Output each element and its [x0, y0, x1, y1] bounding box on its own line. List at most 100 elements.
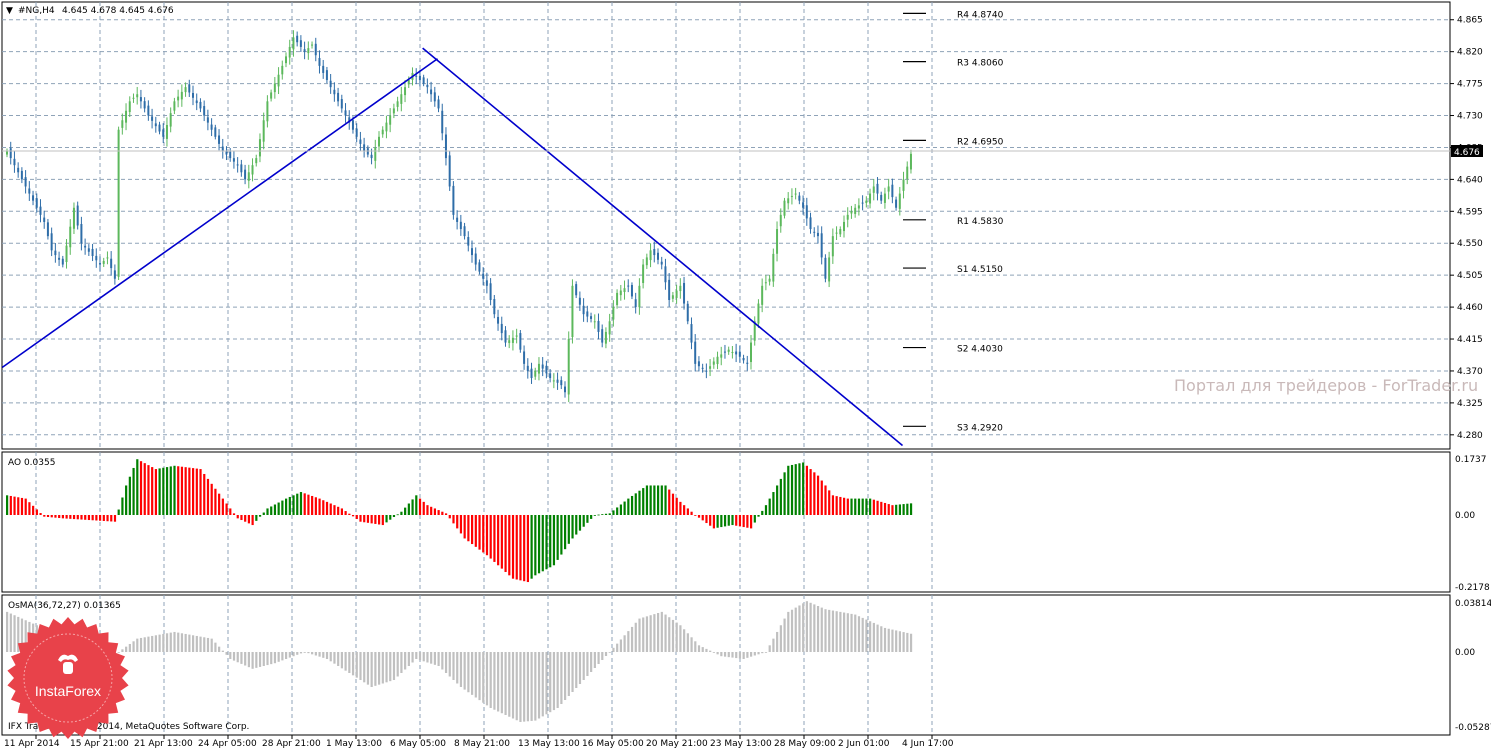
candle [91, 243, 94, 262]
ao-bar [616, 507, 619, 515]
ao-bar [746, 515, 749, 528]
osma-bar [705, 648, 708, 652]
osma-bar [738, 652, 742, 659]
ao-bar [136, 459, 139, 515]
osma-bar [169, 632, 172, 652]
candle [720, 346, 723, 366]
time-tick-label: 6 May 05:00 [390, 739, 446, 749]
price-tick-label: 4.280 [1457, 431, 1483, 441]
time-tick-label: 28 Apr 21:00 [262, 739, 321, 749]
ao-bar [887, 504, 890, 515]
candle [813, 227, 816, 238]
osma-bar [389, 652, 392, 682]
candle [20, 167, 23, 184]
ao-bar [325, 501, 329, 515]
ao-bar [296, 493, 299, 515]
osma-bar [474, 652, 477, 698]
osma-bar [790, 609, 794, 652]
osma-bar [519, 652, 522, 722]
ao-bar [768, 498, 771, 515]
ao-bar [139, 461, 143, 515]
ao-bar [523, 515, 526, 582]
candle [214, 124, 217, 140]
ao-bar [500, 515, 503, 569]
ao-bar [649, 485, 652, 515]
ao-bar [485, 515, 489, 556]
osma-bar [314, 652, 317, 656]
osma-bar [582, 652, 585, 680]
ao-bar [456, 515, 459, 529]
ao-bar [839, 496, 842, 515]
candle [180, 84, 183, 107]
candle [541, 357, 544, 377]
osma-bar [686, 633, 689, 652]
ao-bar [675, 497, 678, 515]
osma-bar [586, 652, 589, 676]
price-tick-label: 4.730 [1457, 112, 1483, 122]
osma-bar [783, 618, 786, 652]
candle [564, 381, 566, 398]
candle [72, 202, 75, 235]
ao-bar [828, 490, 831, 515]
candle [839, 226, 842, 238]
ao-bar [154, 469, 157, 515]
ao-bar [6, 495, 9, 515]
candle [482, 267, 485, 286]
osma-bar [396, 652, 399, 677]
ao-bar [206, 478, 210, 515]
ao-bar [820, 480, 823, 515]
ao-bar [46, 515, 50, 518]
ao-bar [761, 510, 764, 515]
candle [244, 164, 247, 185]
ao-bar [515, 515, 518, 580]
candle [281, 60, 284, 80]
ao-bar [906, 503, 909, 515]
candle [154, 116, 157, 133]
candle [835, 226, 838, 240]
ao-bar [530, 515, 533, 579]
ao-bar [288, 496, 291, 515]
ao-bar [560, 515, 563, 555]
candle [39, 199, 42, 223]
ao-bar [188, 467, 191, 515]
ao-bar [660, 485, 663, 515]
ao-bar [608, 513, 611, 515]
ao-bar [236, 515, 239, 519]
osma-bar [426, 652, 429, 663]
osma-bar [374, 652, 377, 686]
ao-bar [701, 515, 704, 521]
trendline [422, 47, 904, 447]
osma-bar [199, 636, 202, 652]
ao-bar [727, 515, 730, 526]
candle [634, 292, 637, 314]
osma-bar [593, 652, 596, 668]
osma-bar [136, 638, 139, 652]
osma-bar [854, 614, 857, 652]
candle [869, 188, 872, 209]
candle [348, 110, 351, 130]
candle [430, 81, 433, 102]
candle [418, 69, 421, 87]
ao-bar [400, 511, 403, 515]
osma-bar [385, 652, 388, 683]
candle [560, 376, 563, 390]
candle [816, 225, 819, 244]
ao-bar [534, 515, 537, 576]
candle [701, 363, 704, 373]
candle [683, 276, 686, 310]
osma-bar [292, 652, 295, 657]
ao-bar [556, 515, 559, 560]
chevron-down-icon[interactable]: ▼ [6, 6, 13, 16]
osma-bar [20, 618, 24, 652]
ao-bar [731, 515, 734, 526]
time-tick-label: 20 May 21:00 [646, 739, 708, 749]
ao-bar [404, 507, 407, 515]
ao-bar [776, 485, 779, 515]
osma-bar [485, 652, 489, 706]
ao-bar [757, 515, 760, 517]
osma-bar [195, 635, 198, 652]
osma-bar [508, 652, 511, 717]
osma-bar [471, 652, 474, 695]
ao-bar [337, 506, 340, 515]
candle [768, 274, 771, 286]
